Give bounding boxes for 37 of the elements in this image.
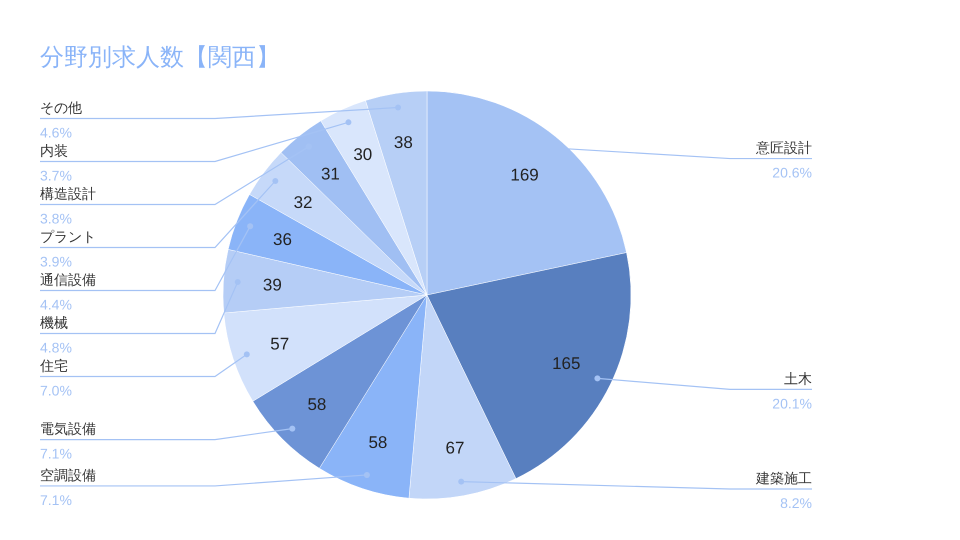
text: 7.0% xyxy=(40,382,72,398)
data-label: 32 xyxy=(294,192,313,212)
data-label: 57 xyxy=(270,334,290,354)
slice-label: 住宅 xyxy=(39,358,68,374)
text: 20.1% xyxy=(772,395,812,412)
data-label: 58 xyxy=(368,433,388,452)
slice-label: プラント xyxy=(40,228,96,244)
text: 7.1% xyxy=(40,446,72,462)
text: 3.9% xyxy=(40,254,72,270)
text: 7.1% xyxy=(40,492,72,508)
text: 4.8% xyxy=(40,340,72,356)
data-label: 31 xyxy=(320,164,340,184)
data-label: 58 xyxy=(307,395,326,414)
data-label: 30 xyxy=(353,144,372,164)
data-label: 165 xyxy=(552,354,580,374)
slice-label: 機械 xyxy=(40,314,68,330)
slice-label: 内装 xyxy=(40,142,68,158)
slice-label: 空調設備 xyxy=(40,466,96,483)
data-label: 39 xyxy=(262,275,282,294)
slice-label: 通信設備 xyxy=(40,272,96,288)
data-label: 67 xyxy=(445,438,464,458)
slice-label: 土木 xyxy=(784,370,812,386)
text: 20.6% xyxy=(772,164,812,181)
slice-label: その他 xyxy=(40,100,82,116)
text: 4.6% xyxy=(40,124,72,140)
text: 8.2% xyxy=(780,495,812,511)
slice-label: 構造設計 xyxy=(40,186,96,202)
slice-label: 意匠設計 xyxy=(755,140,812,156)
chart-title: 分野別求人数【関西】 xyxy=(40,44,280,71)
slice-label: 建築施工 xyxy=(755,470,812,486)
slice-label: 電気設備 xyxy=(40,420,96,437)
text: 3.7% xyxy=(40,168,72,184)
data-label: 38 xyxy=(394,132,413,152)
data-label: 36 xyxy=(273,230,292,249)
text: 3.8% xyxy=(40,210,72,226)
text: 4.4% xyxy=(40,296,72,312)
data-label: 169 xyxy=(510,166,539,185)
